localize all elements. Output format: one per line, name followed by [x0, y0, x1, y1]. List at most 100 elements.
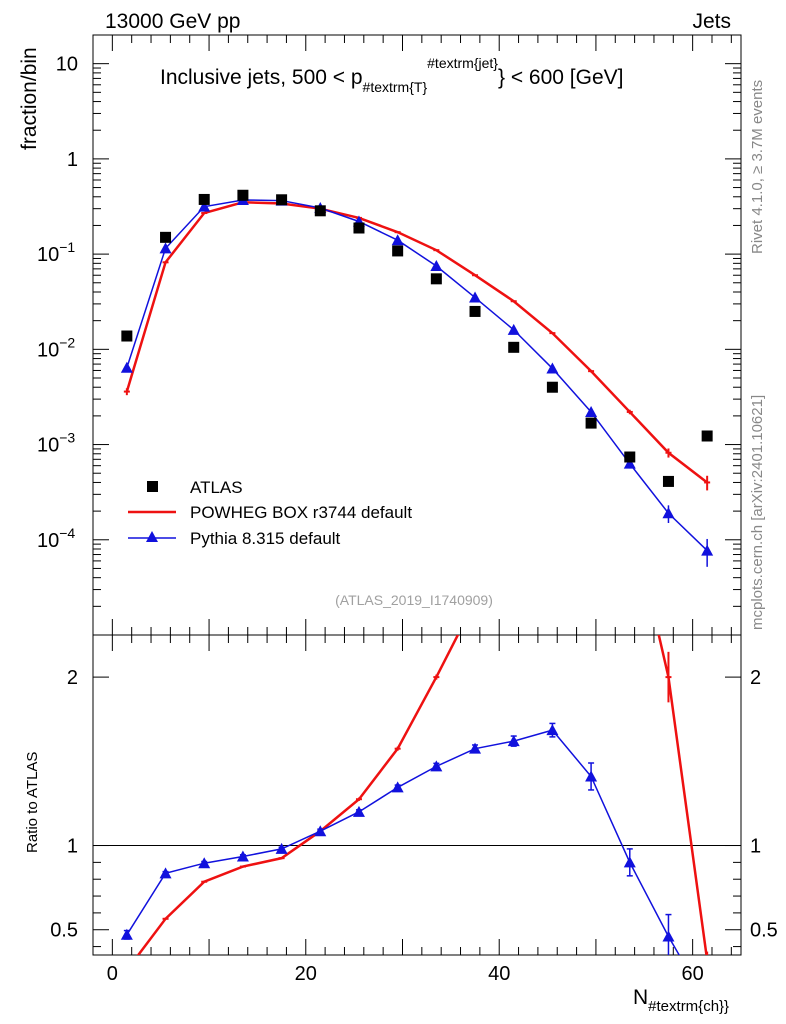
legend-atlas-label: ATLAS	[190, 478, 243, 497]
pythia-ratio-point	[352, 805, 365, 817]
pythia-ratio-point	[546, 724, 559, 736]
main-y-axis-label: fraction/bin	[18, 47, 41, 150]
pythia-ratio-line	[126, 729, 681, 955]
mcplots-label: mcplots.cern.ch [arXiv:2401.10621]	[749, 395, 766, 630]
pythia-point	[701, 544, 714, 556]
analysis-watermark: (ATLAS_2019_I1740909)	[335, 592, 493, 608]
atlas-point	[662, 475, 674, 487]
pythia-point	[585, 405, 598, 417]
main-y-tick-label-exponent: −1	[59, 239, 75, 255]
main-y-tick-label-base: 10	[56, 54, 78, 76]
x-axis-label-main: N	[633, 986, 648, 1009]
powheg-ratio-line	[136, 635, 708, 955]
pythia-point	[469, 291, 482, 303]
main-y-tick-label: 10	[56, 54, 78, 76]
main-y-tick-label-base: 10	[37, 435, 59, 457]
legend: ATLAS POWHEG BOX r3744 default Pythia 8.…	[128, 478, 412, 548]
powheg-line	[125, 201, 708, 484]
x-axis-label-subscript: #textrm{ch}}	[648, 998, 729, 1015]
atlas-point	[585, 417, 597, 429]
ratio-axis-ticks	[93, 635, 741, 955]
main-y-tick-label: 1	[67, 149, 78, 171]
atlas-point	[508, 341, 520, 353]
x-tick-label: 0	[107, 963, 118, 985]
main-y-tick-label: 10−1	[37, 239, 75, 266]
main-y-tick-label-base: 1	[67, 149, 78, 171]
ratio-y-tick-label-right: 1	[750, 836, 761, 858]
ratio-data-layer	[120, 635, 709, 955]
ratio-y-tick-labels: 0.5 0.5 1 1 2 2	[50, 667, 778, 942]
pythia-point	[507, 323, 520, 335]
x-axis-label: N#textrm{ch}}	[633, 986, 729, 1015]
main-title: Inclusive jets, 500 < p#textrm{T} #textrm…	[160, 55, 623, 95]
main-y-tick-label: 10−2	[37, 334, 75, 361]
atlas-point	[701, 430, 713, 442]
ratio-y-tick-label-left: 1	[67, 836, 78, 858]
main-y-tick-label-base: 10	[37, 530, 59, 552]
x-tick-label: 20	[295, 963, 317, 985]
ratio-y-tick-label-left: 0.5	[50, 920, 78, 942]
main-y-tick-label-base: 10	[37, 339, 59, 361]
main-title-subscript: #textrm{T}	[363, 79, 428, 95]
main-y-tick-label-exponent: −3	[59, 430, 75, 446]
main-y-tick-label-base: 10	[37, 244, 59, 266]
atlas-point	[276, 194, 288, 206]
pythia-point	[662, 507, 675, 519]
main-y-tick-label: 10−4	[37, 525, 75, 552]
main-title-text: Inclusive jets, 500 < p	[160, 66, 363, 89]
pythia-ratio-point	[430, 760, 443, 772]
pythia-point	[159, 242, 172, 254]
pythia-point	[391, 234, 404, 246]
atlas-point	[353, 222, 365, 234]
pythia-ratio-point	[507, 735, 520, 747]
ratio-y-tick-label-right: 2	[750, 667, 761, 689]
atlas-point	[546, 381, 558, 393]
atlas-point	[624, 451, 636, 463]
ratio-y-axis-label: Ratio to ATLAS	[24, 752, 41, 853]
x-tick-label: 40	[488, 963, 510, 985]
pythia-ratio-point	[198, 857, 211, 869]
atlas-point	[160, 231, 172, 243]
atlas-point	[237, 189, 249, 201]
pythia-ratio-point	[662, 930, 675, 942]
ratio-series-group	[120, 635, 709, 955]
pythia-line	[126, 199, 708, 552]
atlas-point	[198, 193, 210, 205]
pythia-ratio-point	[120, 928, 133, 940]
atlas-point	[121, 330, 133, 342]
pythia-ratio-point	[275, 842, 288, 854]
pythia-ratio-point	[391, 781, 404, 793]
pythia-point	[198, 200, 211, 212]
main-y-tick-label: 10−3	[37, 430, 75, 457]
pythia-point	[546, 362, 559, 374]
main-y-tick-label-exponent: −2	[59, 334, 75, 350]
main-data-layer	[120, 189, 714, 567]
pythia-ratio-point	[236, 850, 249, 862]
pythia-ratio-point	[314, 825, 327, 837]
main-axis-ticks	[93, 34, 741, 636]
main-y-tick-label-exponent: −4	[59, 525, 75, 541]
ratio-y-tick-label-right: 0.5	[750, 920, 778, 942]
atlas-point	[430, 273, 442, 285]
main-title-superscript: #textrm{jet}	[427, 55, 498, 71]
pythia-ratio-point	[623, 856, 636, 868]
legend-pythia-marker	[146, 531, 158, 542]
rivet-label: Rivet 4.1.0, ≥ 3.7M events	[749, 80, 766, 254]
pythia-ratio-point	[469, 742, 482, 754]
pythia-point	[623, 457, 636, 469]
legend-atlas-marker	[147, 481, 158, 492]
legend-pythia-label: Pythia 8.315 default	[190, 529, 341, 548]
main-title-tail: } < 600 [GeV]	[498, 66, 624, 89]
ratio-y-tick-label-left: 2	[67, 667, 78, 689]
x-tick-label: 60	[682, 963, 704, 985]
pythia-ratio-point	[585, 770, 598, 782]
legend-powheg-label: POWHEG BOX r3744 default	[190, 503, 412, 522]
pythia-point	[430, 260, 443, 272]
process-label: Jets	[692, 10, 731, 33]
ratio-x-tick-labels: 0 20 40 60	[107, 963, 704, 985]
atlas-point	[314, 205, 326, 217]
pythia-point	[120, 361, 133, 373]
atlas-point	[469, 305, 481, 317]
